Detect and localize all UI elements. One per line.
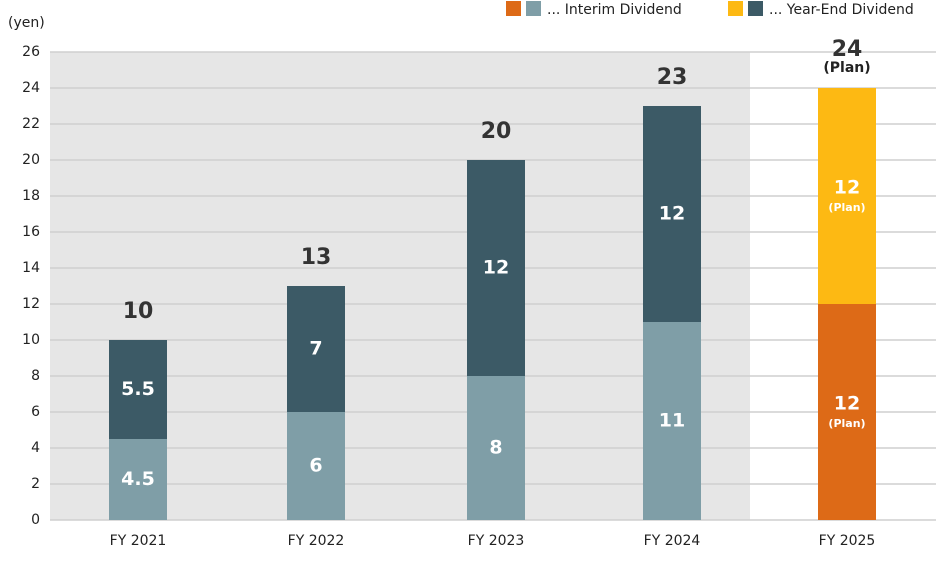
x-tick-label: FY 2022 xyxy=(288,533,345,549)
bar-segment xyxy=(818,88,876,304)
y-tick-label: 4 xyxy=(31,440,40,456)
data-label: 6 xyxy=(309,455,322,477)
x-tick-label: FY 2023 xyxy=(468,533,525,549)
data-label: 5.5 xyxy=(121,378,155,400)
bar-segment xyxy=(109,439,167,520)
data-label: 12 xyxy=(834,177,860,199)
y-tick-label: 22 xyxy=(22,116,40,132)
x-tick-label: FY 2024 xyxy=(644,533,701,549)
legend-swatch xyxy=(748,1,763,16)
data-label: 8 xyxy=(489,437,502,459)
total-label: 10 xyxy=(123,299,154,324)
bar-segment xyxy=(643,106,701,322)
bar-segment xyxy=(467,376,525,520)
y-tick-label: 0 xyxy=(31,512,40,528)
legend-swatch xyxy=(526,1,541,16)
data-label: 4.5 xyxy=(121,468,155,490)
bar-segment xyxy=(109,340,167,439)
data-label: 12 xyxy=(659,203,685,225)
legend-swatch xyxy=(506,1,521,16)
total-label: 20 xyxy=(481,119,512,144)
x-tick-label: FY 2021 xyxy=(110,533,167,549)
y-tick-label: 18 xyxy=(22,188,40,204)
data-label: 12 xyxy=(834,393,860,415)
legend-swatch xyxy=(728,1,743,16)
y-tick-label: 20 xyxy=(22,152,40,168)
y-tick-label: 10 xyxy=(22,332,40,348)
data-label: 11 xyxy=(659,410,685,432)
plan-label: (Plan) xyxy=(828,201,865,214)
data-label: 7 xyxy=(309,338,322,360)
total-label: 24 xyxy=(832,37,863,62)
data-label: 12 xyxy=(483,257,509,279)
total-label: 23 xyxy=(657,65,688,90)
y-tick-label: 8 xyxy=(31,368,40,384)
y-tick-label: 2 xyxy=(31,476,40,492)
y-unit: (yen) xyxy=(8,15,45,31)
y-tick-label: 14 xyxy=(22,260,40,276)
total-label: 13 xyxy=(301,245,332,270)
bar-segment xyxy=(287,286,345,412)
x-tick-label: FY 2025 xyxy=(819,533,876,549)
plan-label: (Plan) xyxy=(828,417,865,430)
y-tick-label: 16 xyxy=(22,224,40,240)
bar-segment xyxy=(643,322,701,520)
y-tick-label: 12 xyxy=(22,296,40,312)
bar-segment xyxy=(818,304,876,520)
bar-segment xyxy=(467,160,525,376)
y-tick-label: 6 xyxy=(31,404,40,420)
legend-label: ... Year-End Dividend xyxy=(769,2,914,18)
plan-label: (Plan) xyxy=(823,60,870,76)
legend-label: ... Interim Dividend xyxy=(547,2,682,18)
y-tick-label: 24 xyxy=(22,80,40,96)
bar-segment xyxy=(287,412,345,520)
y-tick-label: 26 xyxy=(22,44,40,60)
